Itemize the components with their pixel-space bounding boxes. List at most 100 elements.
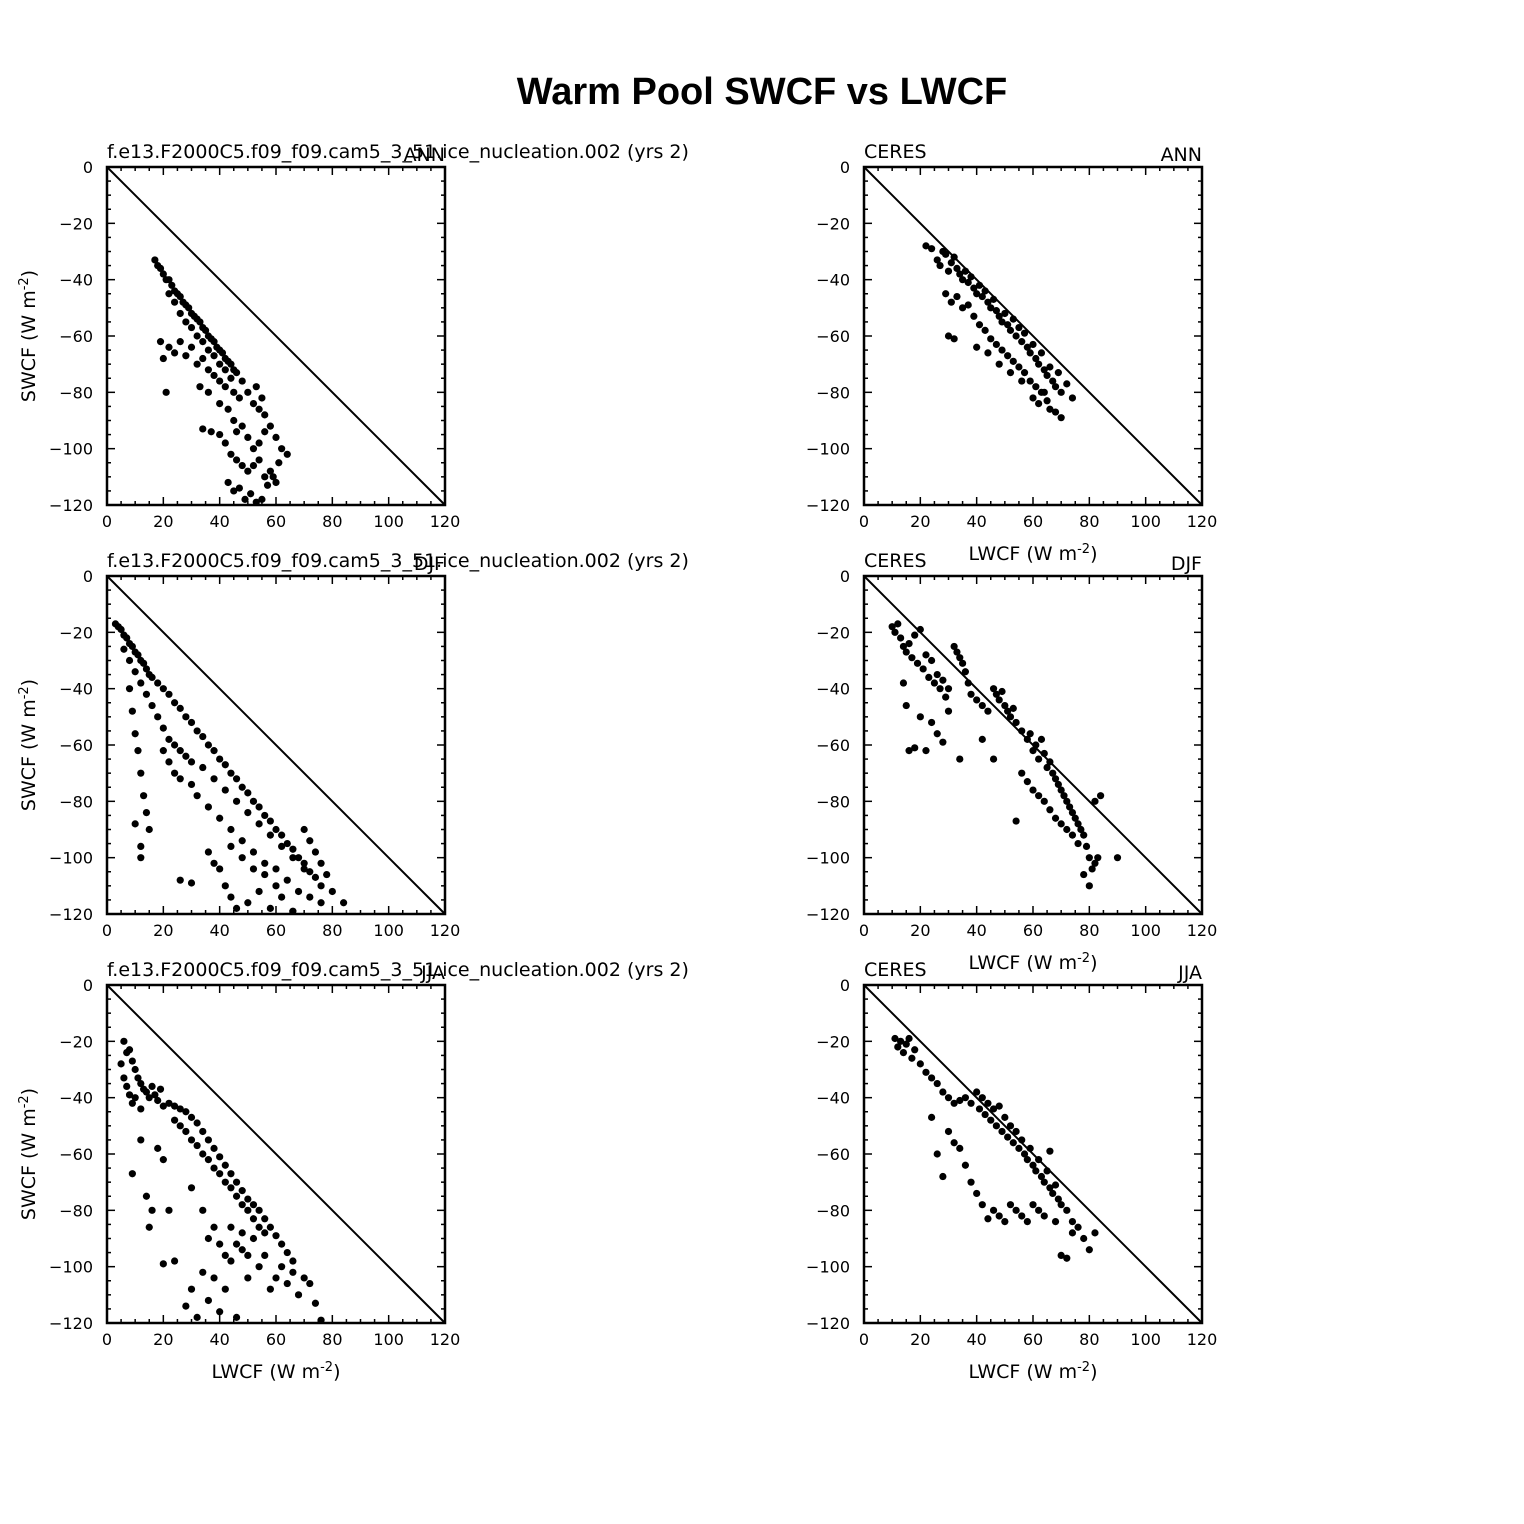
- data-point: [199, 425, 207, 433]
- data-point: [140, 659, 148, 667]
- data-point: [255, 1223, 263, 1231]
- data-point: [207, 428, 215, 436]
- x-tick-label: 0: [102, 1330, 112, 1349]
- data-point: [1057, 388, 1065, 396]
- data-point: [987, 335, 995, 343]
- data-point: [193, 332, 201, 340]
- data-point: [1049, 1189, 1057, 1198]
- data-point: [142, 665, 151, 673]
- data-point: [1015, 323, 1023, 332]
- data-point: [238, 783, 246, 791]
- data-point: [232, 1178, 241, 1186]
- data-point: [1063, 825, 1071, 834]
- data-point: [145, 825, 153, 834]
- x-tick-label: 0: [859, 1330, 869, 1349]
- data-point: [936, 261, 944, 270]
- x-tick-label: 60: [1023, 921, 1043, 940]
- data-point: [978, 735, 986, 743]
- data-point: [1040, 797, 1048, 805]
- data-point: [928, 1113, 936, 1121]
- data-point: [221, 1161, 229, 1169]
- panel-season-label: JJA: [1177, 962, 1202, 984]
- data-point: [131, 820, 139, 828]
- x-tick-label: 100: [1130, 1330, 1161, 1349]
- data-point: [159, 354, 167, 363]
- y-tick-label: −80: [816, 383, 850, 402]
- data-point: [1051, 1218, 1060, 1226]
- reference-line: [863, 166, 1203, 506]
- panel-left-label: f.e13.F2000C5.f09_f09.cam5_3_51.ice_nucl…: [107, 141, 689, 163]
- data-point: [978, 292, 986, 301]
- data-point: [1006, 713, 1015, 721]
- data-point: [1012, 1127, 1020, 1136]
- data-point: [964, 301, 972, 309]
- data-point: [266, 422, 274, 430]
- data-point: [159, 1156, 167, 1164]
- data-point: [128, 1099, 136, 1107]
- x-tick-label: 20: [910, 921, 930, 940]
- data-point: [125, 1091, 134, 1099]
- data-point: [978, 1094, 986, 1102]
- data-point: [171, 1102, 179, 1110]
- panel-left-label: f.e13.F2000C5.f09_f09.cam5_3_51.ice_nucl…: [107, 550, 689, 572]
- data-point: [947, 259, 955, 267]
- data-point: [224, 478, 232, 487]
- data-point: [973, 696, 981, 704]
- y-tick-label: −120: [49, 905, 93, 924]
- x-axis-label: LWCF (W m-2): [968, 542, 1097, 566]
- data-point: [916, 625, 924, 634]
- data-point: [1020, 369, 1029, 377]
- data-point: [227, 1170, 235, 1178]
- y-tick-label: −100: [806, 440, 850, 459]
- data-point: [1046, 1184, 1054, 1192]
- data-point: [984, 1215, 992, 1223]
- data-point: [905, 747, 913, 755]
- data-point: [975, 1105, 984, 1113]
- data-point: [989, 755, 998, 763]
- data-point: [210, 1144, 218, 1152]
- data-point: [168, 281, 176, 289]
- data-point: [1046, 363, 1054, 371]
- data-point: [196, 383, 204, 391]
- data-point: [154, 1144, 162, 1152]
- y-tick-label: −40: [816, 680, 850, 699]
- data-point: [244, 433, 252, 441]
- data-point: [165, 735, 173, 743]
- data-point: [936, 685, 944, 693]
- data-point: [210, 1274, 218, 1282]
- data-point: [261, 811, 269, 820]
- data-point: [176, 1105, 184, 1113]
- data-point: [244, 899, 252, 907]
- data-point: [199, 338, 207, 346]
- data-point: [294, 887, 303, 896]
- data-point: [201, 326, 210, 334]
- data-point: [134, 651, 142, 659]
- y-tick-label: −120: [806, 1314, 850, 1333]
- data-point: [998, 346, 1006, 354]
- data-point: [199, 1127, 207, 1136]
- data-point: [187, 780, 196, 789]
- data-point: [283, 450, 291, 458]
- data-point: [221, 366, 229, 374]
- data-point: [1012, 718, 1020, 727]
- data-point: [278, 831, 286, 839]
- data-point: [232, 904, 241, 912]
- data-point: [278, 1240, 286, 1248]
- data-point: [984, 349, 992, 357]
- data-point: [238, 422, 246, 430]
- data-point: [939, 1172, 947, 1181]
- data-point: [204, 1136, 212, 1144]
- y-tick-label: −100: [806, 849, 850, 868]
- x-axis-label: LWCF (W m-2): [211, 1360, 340, 1384]
- data-point: [1057, 1251, 1065, 1259]
- data-point: [216, 400, 224, 408]
- data-point: [232, 1240, 241, 1248]
- data-point: [1063, 1254, 1071, 1262]
- data-point: [137, 1136, 145, 1144]
- data-point: [311, 848, 320, 856]
- y-tick-label: −20: [816, 214, 850, 233]
- data-point: [176, 309, 184, 318]
- data-point: [1080, 870, 1088, 879]
- data-point: [973, 290, 981, 298]
- data-point: [117, 625, 125, 634]
